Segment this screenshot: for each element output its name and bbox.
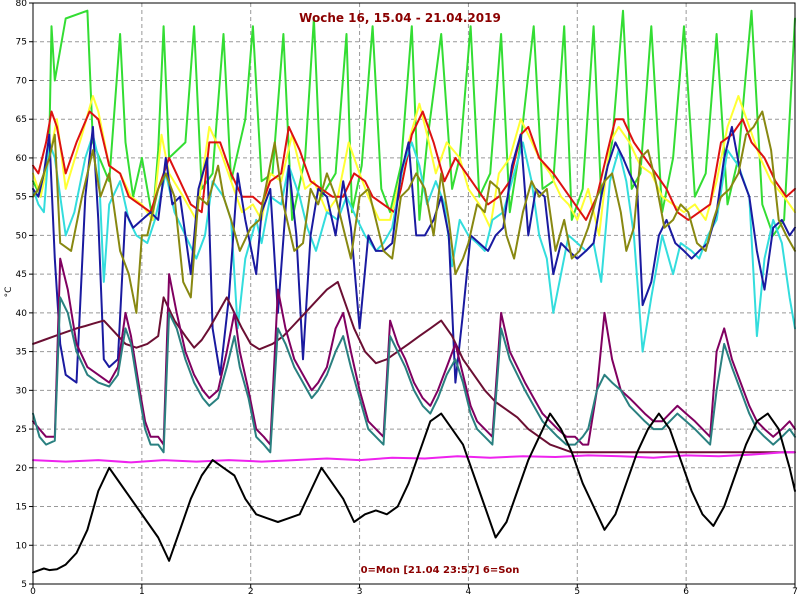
y-tick-label: 60 — [16, 154, 28, 164]
y-tick-label: 35 — [16, 348, 27, 358]
x-tick-label: 3 — [357, 587, 363, 597]
y-tick-label: 25 — [16, 425, 27, 435]
x-tick-label: 2 — [248, 587, 254, 597]
series-line-8 — [32, 257, 796, 446]
y-tick-label: 80 — [16, 0, 28, 9]
y-tick-label: 10 — [16, 541, 28, 551]
y-tick-label: 45 — [16, 270, 27, 280]
x-tick-label: 1 — [139, 587, 145, 597]
y-axis-label: °C — [4, 287, 14, 298]
y-tick-label: 65 — [16, 115, 27, 125]
y-tick-label: 5 — [21, 580, 27, 590]
y-tick-label: 75 — [16, 38, 27, 48]
y-tick-label: 20 — [16, 464, 28, 474]
x-tick-label: 7 — [792, 587, 798, 597]
series-line-4 — [32, 133, 796, 353]
series-line-9 — [32, 296, 796, 454]
y-tick-label: 30 — [16, 386, 28, 396]
y-tick-label: 55 — [16, 193, 27, 203]
series-line-11 — [32, 412, 796, 574]
x-tick-label: 4 — [466, 587, 472, 597]
x-tick-label: 6 — [683, 587, 689, 597]
series-line-6 — [32, 110, 796, 314]
chart-footer: 0=Mon [21.04 23:57] 6=Son — [361, 565, 520, 576]
plot-frame — [32, 2, 796, 585]
y-tick-label: 70 — [16, 76, 28, 86]
x-tick-label: 0 — [30, 587, 36, 597]
y-tick-label: 50 — [16, 231, 28, 241]
y-tick-label: 15 — [16, 503, 27, 513]
chart-title: Woche 16, 15.04 - 21.04.2019 — [299, 11, 501, 25]
y-tick-label: 40 — [16, 309, 28, 319]
series-layer — [32, 9, 796, 574]
series-line-10 — [32, 451, 796, 464]
x-tick-label: 5 — [574, 587, 580, 597]
